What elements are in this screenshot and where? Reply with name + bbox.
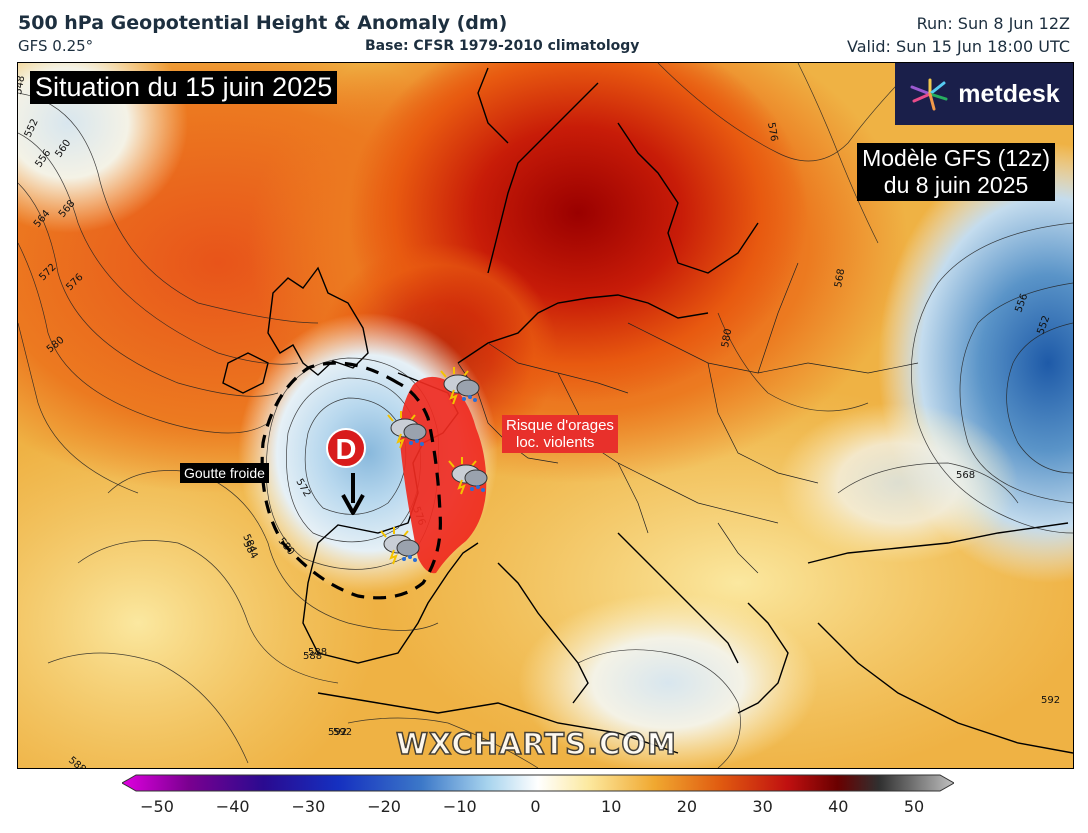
situation-label: Situation du 15 juin 2025 bbox=[30, 71, 338, 104]
colorbar-tick-label: −40 bbox=[215, 797, 250, 816]
contour-label: 588 bbox=[308, 647, 327, 658]
colorbar-tick-label: 10 bbox=[601, 797, 622, 816]
storm-risk-line1: Risque d'orages bbox=[506, 417, 614, 434]
svg-text:D: D bbox=[336, 434, 357, 466]
model-label-line1: Modèle GFS (12z) bbox=[862, 145, 1050, 171]
colorbar-tick-label: −30 bbox=[291, 797, 326, 816]
model-resolution: GFS 0.25° bbox=[18, 37, 94, 55]
colorbar-tick-label: −20 bbox=[367, 797, 401, 816]
low-pressure-icon: D bbox=[326, 428, 366, 468]
coastlines bbox=[222, 67, 1073, 754]
country-borders bbox=[457, 262, 919, 574]
cold-drop-label: Goutte froide bbox=[180, 463, 269, 483]
run-time: Run: Sun 8 Jun 12Z bbox=[916, 14, 1070, 33]
climatology-base: Base: CFSR 1979-2010 climatology bbox=[365, 38, 640, 54]
storm-risk-line2: loc. violents bbox=[516, 434, 595, 451]
storm-icon bbox=[440, 367, 480, 405]
colorbar-tick-label: 30 bbox=[752, 797, 773, 816]
valid-time: Valid: Sun 15 Jun 18:00 UTC bbox=[847, 37, 1070, 56]
contour-label: 568 bbox=[833, 268, 847, 289]
contour-label: 580 bbox=[720, 328, 734, 349]
arrow-down-icon bbox=[341, 473, 365, 515]
storm-risk-label: Risque d'orages loc. violents bbox=[502, 415, 618, 453]
contour-label: 592 bbox=[333, 727, 352, 738]
colorbar bbox=[122, 774, 954, 792]
logo-text: metdesk bbox=[958, 79, 1060, 108]
colorbar-tick-label: −50 bbox=[140, 797, 174, 816]
storm-icon bbox=[448, 457, 488, 495]
colorbar-tick-label: 50 bbox=[903, 797, 925, 816]
contour-label: 576 bbox=[765, 122, 779, 143]
storm-icon bbox=[387, 411, 427, 449]
watermark: WXCHARTS.COM bbox=[395, 726, 677, 762]
logo-icon bbox=[910, 78, 948, 111]
height-contours bbox=[18, 63, 1073, 768]
contour-label: 548 bbox=[18, 75, 27, 96]
contour-label: 592 bbox=[1041, 695, 1060, 706]
anomaly-map: 548 552 556 560 564 568 572 576 580 584 … bbox=[17, 62, 1074, 769]
chart-title: 500 hPa Geopotential Height & Anomaly (d… bbox=[18, 12, 508, 34]
cold-drop-outline bbox=[260, 361, 442, 600]
colorbar-tick-label: −10 bbox=[442, 797, 477, 816]
metdesk-logo: metdesk bbox=[895, 63, 1073, 125]
colorbar-tick-label: 40 bbox=[828, 797, 849, 816]
colorbar-tick-label: 20 bbox=[676, 797, 698, 816]
colorbar-tick-label: 0 bbox=[530, 797, 541, 816]
storm-icon bbox=[380, 527, 420, 565]
model-label-line2: du 8 juin 2025 bbox=[883, 172, 1029, 198]
contour-label: 588 bbox=[303, 651, 322, 662]
contour-label: 592 bbox=[328, 727, 347, 738]
contour-label: 568 bbox=[956, 470, 975, 481]
model-label: Modèle GFS (12z) du 8 juin 2025 bbox=[857, 143, 1055, 201]
